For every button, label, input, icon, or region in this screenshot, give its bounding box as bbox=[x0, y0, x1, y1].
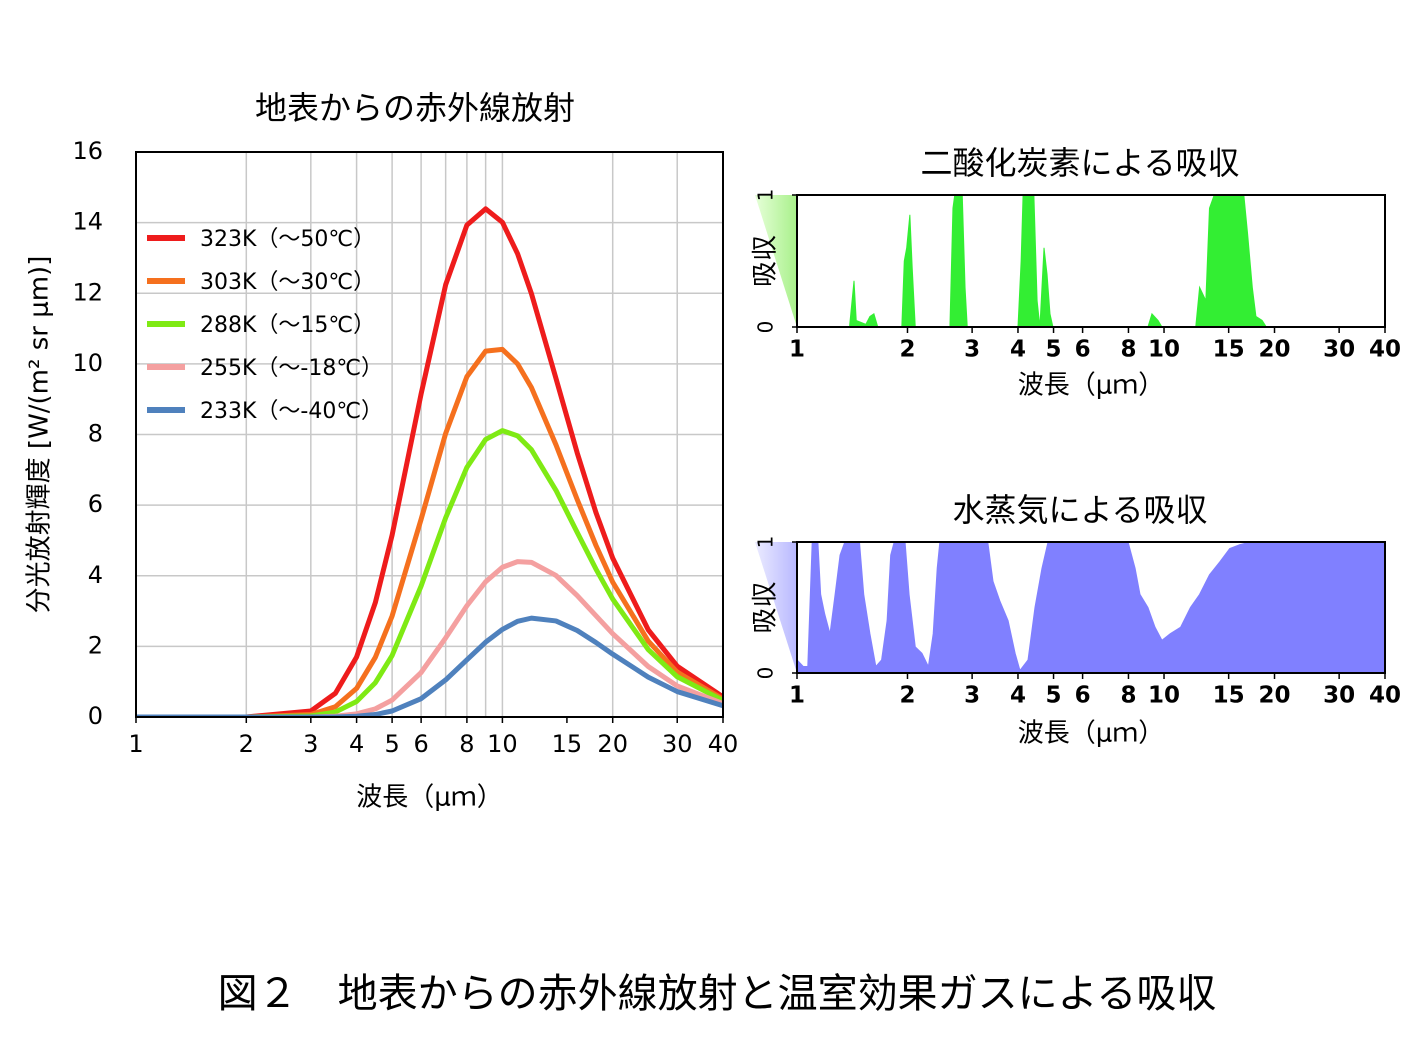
x-tick-label: 30 bbox=[662, 730, 693, 758]
x-tick-label: 4 bbox=[1010, 683, 1026, 709]
y-tick-label: 6 bbox=[88, 490, 103, 518]
x-axis-label: 波長（μｍ） bbox=[1018, 719, 1165, 749]
x-tick-label: 5 bbox=[384, 730, 399, 758]
x-tick-label: 1 bbox=[789, 337, 805, 363]
y-tick-label: 2 bbox=[88, 631, 103, 659]
x-tick-label: 40 bbox=[1369, 683, 1401, 709]
x-tick-label: 5 bbox=[1046, 683, 1062, 709]
x-tick-label: 1 bbox=[128, 730, 143, 758]
y-axis-label: 分光放射輝度 [W/(m² sr μm)] bbox=[25, 256, 55, 614]
x-tick-label: 10 bbox=[487, 730, 518, 758]
x-tick-label: 30 bbox=[1323, 683, 1355, 709]
y-tick-label: 0 bbox=[754, 667, 778, 680]
data-line bbox=[136, 206, 723, 717]
x-tick-label: 10 bbox=[1148, 683, 1180, 709]
x-tick-label: 20 bbox=[1259, 683, 1291, 709]
x-tick-label: 5 bbox=[1046, 337, 1062, 363]
y-tick-label: 0 bbox=[88, 702, 103, 730]
y-tick-label: 14 bbox=[72, 208, 103, 236]
y-tick-label: 4 bbox=[88, 561, 103, 589]
x-tick-label: 40 bbox=[708, 730, 739, 758]
plot-frame bbox=[796, 541, 1386, 674]
legend-label: 303K（～30℃） bbox=[200, 270, 375, 295]
chart-title: 二酸化炭素による吸収 bbox=[920, 144, 1239, 182]
legend-label: 288K（～15℃） bbox=[200, 313, 375, 338]
x-tick-label: 2 bbox=[239, 730, 254, 758]
decoration bbox=[755, 195, 797, 327]
x-tick-label: 8 bbox=[1120, 683, 1136, 709]
x-tick-label: 8 bbox=[1120, 337, 1136, 363]
plot-frame bbox=[135, 151, 724, 718]
figure-caption: 図２ 地表からの赤外線放射と温室効果ガスによる吸収 bbox=[218, 971, 1217, 1017]
x-tick-label: 15 bbox=[1213, 337, 1245, 363]
chart-title: 水蒸気による吸収 bbox=[952, 491, 1207, 529]
y-axis-label: 吸収 bbox=[751, 581, 781, 633]
x-axis-label: 波長（μｍ） bbox=[356, 783, 503, 813]
x-tick-label: 6 bbox=[413, 730, 428, 758]
legend-label: 233K（～-40℃） bbox=[200, 399, 383, 424]
data-line bbox=[136, 428, 723, 717]
decoration bbox=[755, 542, 797, 673]
x-tick-label: 20 bbox=[1259, 337, 1291, 363]
plot-frame bbox=[796, 194, 1386, 328]
x-tick-label: 30 bbox=[1323, 337, 1355, 363]
x-tick-label: 2 bbox=[899, 337, 915, 363]
y-tick-label: 12 bbox=[72, 278, 103, 306]
x-tick-label: 1 bbox=[789, 683, 805, 709]
x-tick-label: 40 bbox=[1369, 337, 1401, 363]
y-tick-label: 1 bbox=[754, 189, 778, 202]
y-tick-label: 0 bbox=[754, 321, 778, 334]
x-tick-label: 3 bbox=[964, 683, 980, 709]
data-line bbox=[136, 346, 723, 717]
x-tick-label: 8 bbox=[459, 730, 474, 758]
x-tick-label: 20 bbox=[597, 730, 628, 758]
y-tick-label: 16 bbox=[72, 137, 103, 165]
x-tick-label: 6 bbox=[1075, 683, 1091, 709]
x-tick-label: 3 bbox=[964, 337, 980, 363]
legend-label: 255K（～-18℃） bbox=[200, 356, 383, 381]
y-tick-label: 8 bbox=[88, 420, 103, 448]
x-tick-label: 3 bbox=[303, 730, 318, 758]
chart-title: 地表からの赤外線放射 bbox=[255, 89, 575, 127]
x-axis-label: 波長（μｍ） bbox=[1018, 371, 1165, 401]
x-tick-label: 4 bbox=[349, 730, 364, 758]
x-tick-label: 6 bbox=[1075, 337, 1091, 363]
x-tick-label: 10 bbox=[1148, 337, 1180, 363]
x-tick-label: 2 bbox=[899, 683, 915, 709]
y-tick-label: 1 bbox=[754, 536, 778, 549]
x-tick-label: 4 bbox=[1010, 337, 1026, 363]
x-tick-label: 15 bbox=[1213, 683, 1245, 709]
x-tick-label: 15 bbox=[552, 730, 583, 758]
data-area bbox=[797, 542, 1385, 673]
legend-label: 323K（～50℃） bbox=[200, 227, 375, 252]
data-area bbox=[797, 195, 1385, 327]
y-tick-label: 10 bbox=[72, 349, 103, 377]
y-axis-label: 吸収 bbox=[751, 235, 781, 287]
